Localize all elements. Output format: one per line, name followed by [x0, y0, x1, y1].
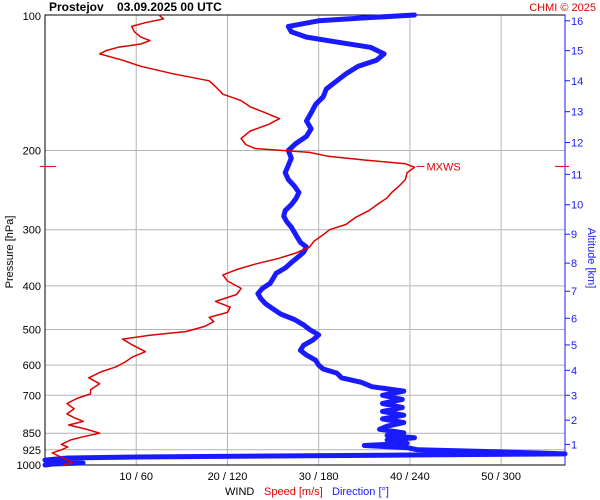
- pressure-tick-label: 925: [23, 445, 41, 457]
- wind-tick-label: 10 / 60: [119, 471, 153, 483]
- pressure-tick-label: 500: [23, 325, 41, 337]
- pressure-tick-labels: 100 200 300 400 500 600 700 850 925 1000: [17, 11, 41, 472]
- pressure-tick-label: 300: [23, 225, 41, 237]
- wind-tick-label: 20 / 120: [208, 471, 248, 483]
- pressure-tick-label: 600: [23, 360, 41, 372]
- mxws-marker: MXWS: [40, 161, 569, 173]
- altitude-tick-label: 5: [571, 340, 577, 352]
- mxws-label: MXWS: [426, 161, 460, 173]
- vertical-gridlines: [135, 15, 502, 465]
- pressure-axis-label: Pressure [hPa]: [4, 216, 16, 289]
- altitude-tick-label: 14: [571, 76, 583, 88]
- copyright-text: CHMI © 2025: [529, 2, 596, 14]
- altitude-tick-label: 2: [571, 415, 577, 427]
- altitude-tick-label: 7: [571, 286, 577, 298]
- wind-tick-label: 30 / 180: [299, 471, 339, 483]
- altitude-tick-label: 13: [571, 107, 583, 119]
- wind-tick-labels: 10 / 60 20 / 120 30 / 180 40 / 240 50 / 300: [119, 471, 521, 483]
- altitude-tick-label: 6: [571, 313, 577, 325]
- pressure-tick-label: 850: [23, 428, 41, 440]
- wind-tick-label: 50 / 300: [481, 471, 521, 483]
- wind-tick-label: 40 / 240: [390, 471, 430, 483]
- direction-series-line: [42, 12, 568, 468]
- altitude-tick-label: 1: [571, 439, 577, 451]
- altitude-tick-label: 12: [571, 137, 583, 149]
- speed-series-line: [51, 14, 416, 466]
- altitude-axis-label: Altitude [km]: [585, 228, 597, 289]
- altitude-tick-label: 4: [571, 365, 577, 377]
- pressure-tick-label: 400: [23, 281, 41, 293]
- altitude-tick-label: 15: [571, 46, 583, 58]
- altitude-tick-label: 11: [571, 169, 582, 181]
- altitude-tick-label: 8: [571, 258, 577, 270]
- altitude-tick-label: 10: [571, 200, 583, 212]
- altitude-tick-label: 16: [571, 16, 583, 28]
- wind-axis-label: WIND: [225, 486, 254, 498]
- pressure-tick-label: 100: [23, 11, 41, 23]
- direction-axis-label: Direction [°]: [332, 486, 389, 498]
- altitude-tick-label: 9: [571, 229, 577, 241]
- pressure-tick-label: 200: [23, 145, 41, 157]
- pressure-tick-label: 1000: [17, 460, 41, 472]
- altitude-tick-label: 3: [571, 390, 577, 402]
- pressure-tick-label: 700: [23, 390, 41, 402]
- chart-title: Prostejov 03.09.2025 00 UTC: [49, 0, 222, 14]
- speed-axis-label: Speed [m/s]: [264, 486, 323, 498]
